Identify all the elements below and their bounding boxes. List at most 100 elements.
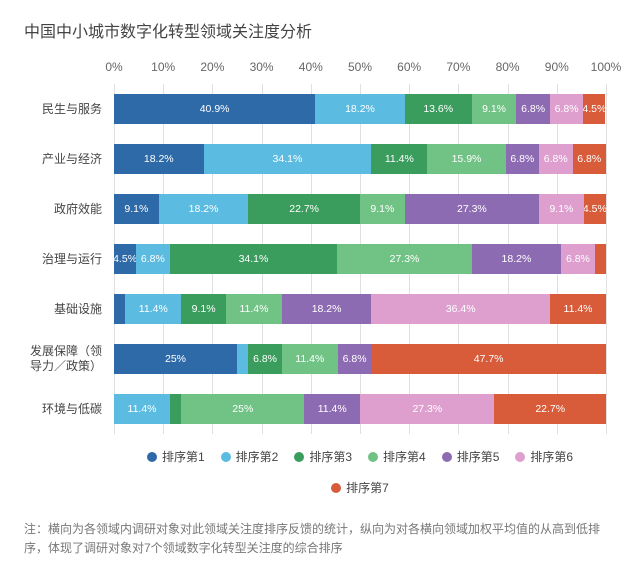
x-axis-labels: 0%10%20%30%40%50%60%70%80%90%100% [114, 60, 606, 76]
footnote: 注：横向为各领域内调研对象对此领域关注度排序反馈的统计，纵向为对各横向领域加权平… [24, 520, 616, 557]
x-axis-tick-label: 30% [250, 60, 274, 74]
legend-label: 排序第7 [346, 479, 389, 496]
legend-item: 排序第4 [368, 448, 426, 465]
bar-segment: 27.3% [405, 194, 539, 224]
bar-segment: 6.8% [539, 144, 572, 174]
stacked-bar: 9.1%18.2%22.7%9.1%27.3%9.1%4.5% [114, 194, 606, 224]
bar-segment: 18.2% [114, 144, 204, 174]
bar-segment [170, 394, 181, 424]
stacked-bar: 4.5%6.8%34.1%27.3%18.2%6.8% [114, 244, 606, 274]
bar-segment: 6.8% [506, 144, 539, 174]
legend-swatch [221, 452, 231, 462]
bar-segment: 11.4% [125, 294, 181, 324]
bar-segment: 27.3% [360, 394, 494, 424]
x-axis-tick-label: 80% [496, 60, 520, 74]
bar-segment: 9.1% [539, 194, 584, 224]
bar-segment: 25% [181, 394, 304, 424]
bar-segment: 4.5% [114, 244, 136, 274]
bar-segment: 6.8% [136, 244, 169, 274]
bar-segment: 25% [114, 344, 237, 374]
bar-segment: 4.5% [583, 94, 605, 124]
stacked-bar: 18.2%34.1%11.4%15.9%6.8%6.8%6.8% [114, 144, 606, 174]
legend-item: 排序第3 [294, 448, 352, 465]
bar-segment: 9.1% [360, 194, 405, 224]
bar-segment: 6.8% [550, 94, 583, 124]
bar-segment: 18.2% [282, 294, 371, 324]
x-axis-tick-label: 40% [299, 60, 323, 74]
legend-label: 排序第4 [383, 448, 426, 465]
bar-segment: 22.7% [248, 194, 360, 224]
category-row: 环境与低碳11.4%25%11.4%27.3%22.7% [114, 384, 606, 434]
legend-label: 排序第3 [309, 448, 352, 465]
bar-segment: 11.4% [282, 344, 338, 374]
bar-segment: 13.6% [405, 94, 472, 124]
bar-segment: 11.4% [304, 394, 360, 424]
bar-segment: 22.7% [494, 394, 606, 424]
legend-item: 排序第5 [442, 448, 500, 465]
bar-segment: 18.2% [159, 194, 249, 224]
bar-segment: 9.1% [114, 194, 159, 224]
category-label: 政府效能 [24, 202, 108, 217]
bar-segment [114, 294, 125, 324]
category-row: 基础设施11.4%9.1%11.4%18.2%36.4%11.4% [114, 284, 606, 334]
legend-swatch [294, 452, 304, 462]
legend-label: 排序第2 [236, 448, 279, 465]
legend-item: 排序第2 [221, 448, 279, 465]
bar-segment: 11.4% [226, 294, 282, 324]
x-axis-tick-label: 10% [151, 60, 175, 74]
bar-segment: 6.8% [561, 244, 594, 274]
stacked-bar: 40.9%18.2%13.6%9.1%6.8%6.8%4.5% [114, 94, 606, 124]
x-axis-tick-label: 70% [446, 60, 470, 74]
category-row: 发展保障（领导力／政策）25%6.8%11.4%6.8%47.7% [114, 334, 606, 384]
legend-swatch [515, 452, 525, 462]
legend-item: 排序第6 [515, 448, 573, 465]
category-label: 治理与运行 [24, 252, 108, 267]
category-row: 民生与服务40.9%18.2%13.6%9.1%6.8%6.8%4.5% [114, 84, 606, 134]
bar-segment: 18.2% [315, 94, 405, 124]
stacked-bar: 11.4%9.1%11.4%18.2%36.4%11.4% [114, 294, 606, 324]
bar-segment: 9.1% [472, 94, 517, 124]
chart-area: 0%10%20%30%40%50%60%70%80%90%100% 民生与服务4… [24, 60, 616, 496]
category-label: 产业与经济 [24, 152, 108, 167]
bar-segment: 40.9% [114, 94, 315, 124]
bar-segment: 11.4% [550, 294, 606, 324]
category-row: 政府效能9.1%18.2%22.7%9.1%27.3%9.1%4.5% [114, 184, 606, 234]
category-row: 产业与经济18.2%34.1%11.4%15.9%6.8%6.8%6.8% [114, 134, 606, 184]
bar-segment: 34.1% [204, 144, 372, 174]
category-label: 民生与服务 [24, 102, 108, 117]
footnote-text: 横向为各领域内调研对象对此领域关注度排序反馈的统计，纵向为对各横向领域加权平均值… [24, 522, 600, 555]
bar-segment: 11.4% [371, 144, 427, 174]
stacked-bar: 11.4%25%11.4%27.3%22.7% [114, 394, 606, 424]
bar-segment [595, 244, 606, 274]
gridline [606, 84, 607, 434]
category-label: 环境与低碳 [24, 402, 108, 417]
bar-segment: 6.8% [248, 344, 281, 374]
legend-label: 排序第6 [530, 448, 573, 465]
category-label: 发展保障（领导力／政策） [24, 344, 108, 374]
legend-swatch [442, 452, 452, 462]
bar-segment: 18.2% [472, 244, 562, 274]
plot-area: 民生与服务40.9%18.2%13.6%9.1%6.8%6.8%4.5%产业与经… [114, 84, 606, 434]
legend-label: 排序第1 [162, 448, 205, 465]
bar-segment: 6.8% [338, 344, 371, 374]
legend-item: 排序第7 [331, 479, 389, 496]
legend-swatch [331, 483, 341, 493]
bar-segment: 47.7% [371, 344, 606, 374]
legend: 排序第1 排序第2 排序第3 排序第4 排序第5 排序第6 排序第7 [114, 448, 606, 496]
x-axis-tick-label: 60% [397, 60, 421, 74]
category-label: 基础设施 [24, 302, 108, 317]
bar-segment: 36.4% [371, 294, 550, 324]
bar-segment [237, 344, 248, 374]
footnote-prefix: 注： [24, 522, 48, 536]
legend-label: 排序第5 [457, 448, 500, 465]
bar-segment: 6.8% [516, 94, 549, 124]
bar-segment: 34.1% [170, 244, 338, 274]
bar-segment: 11.4% [114, 394, 170, 424]
bar-segment: 4.5% [584, 194, 606, 224]
category-row: 治理与运行4.5%6.8%34.1%27.3%18.2%6.8% [114, 234, 606, 284]
bar-segment: 9.1% [181, 294, 226, 324]
legend-swatch [147, 452, 157, 462]
chart-title: 中国中小城市数字化转型领域关注度分析 [24, 18, 616, 42]
x-axis-tick-label: 90% [545, 60, 569, 74]
bar-segment: 6.8% [573, 144, 606, 174]
